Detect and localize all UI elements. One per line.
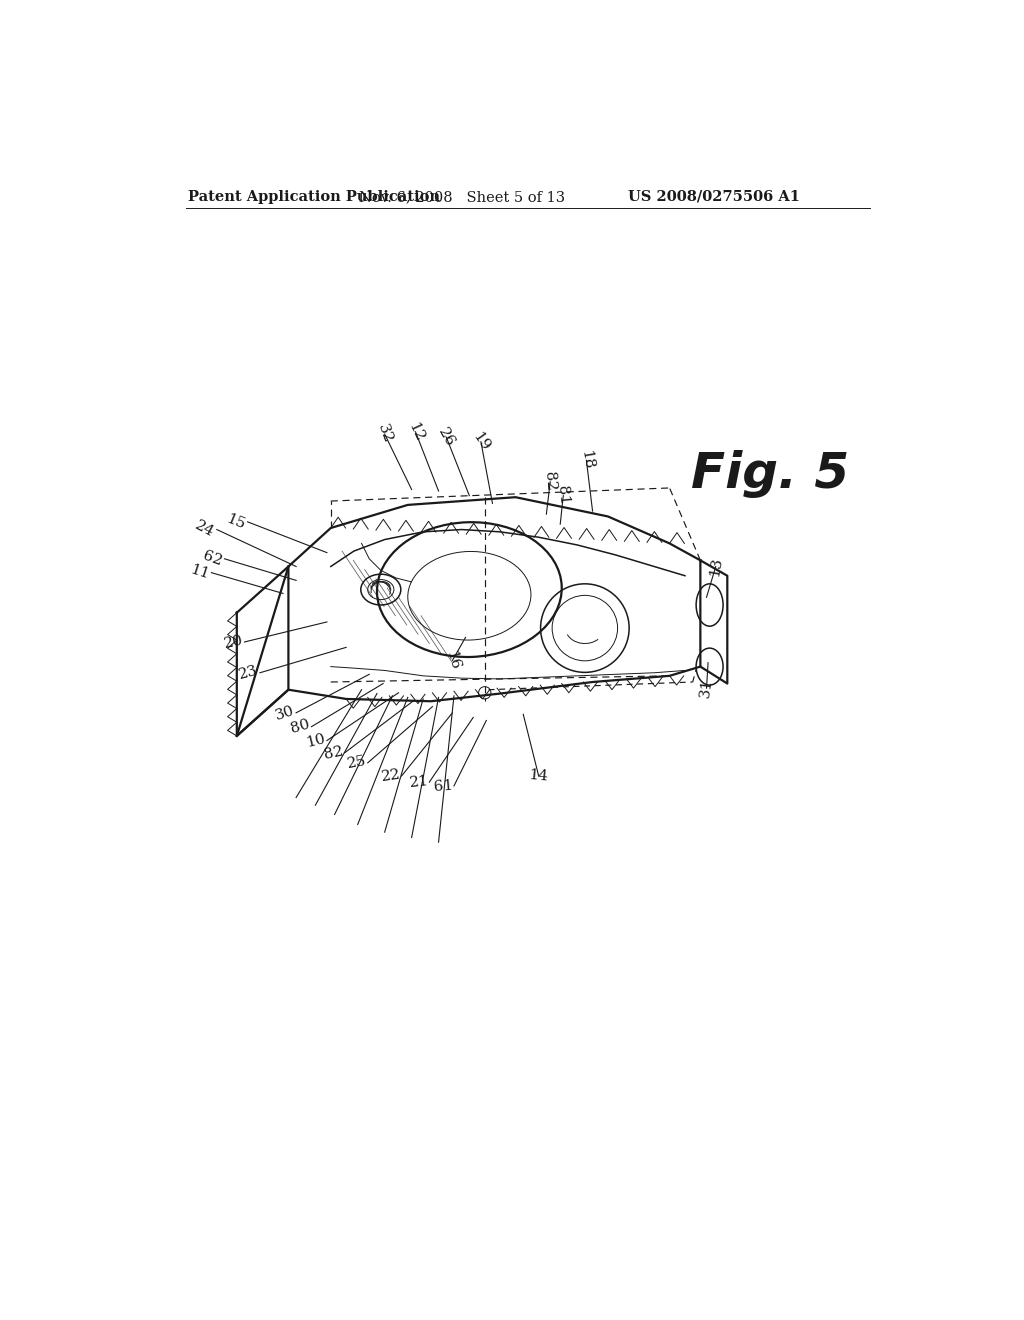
Text: 12: 12	[406, 420, 426, 444]
Text: Nov. 6, 2008   Sheet 5 of 13: Nov. 6, 2008 Sheet 5 of 13	[358, 190, 564, 203]
Text: 26: 26	[435, 425, 457, 449]
Text: US 2008/0275506 A1: US 2008/0275506 A1	[629, 190, 801, 203]
Text: 13: 13	[708, 556, 724, 577]
Text: 15: 15	[224, 512, 248, 532]
Text: 19: 19	[470, 430, 493, 454]
Text: 24: 24	[193, 519, 217, 540]
Text: 14: 14	[528, 768, 549, 784]
Text: 18: 18	[578, 450, 595, 471]
Text: 61: 61	[433, 779, 454, 793]
Text: 80: 80	[289, 717, 311, 737]
Text: Patent Application Publication: Patent Application Publication	[188, 190, 440, 203]
Text: 20: 20	[222, 634, 245, 651]
Text: 10: 10	[304, 731, 327, 750]
Text: 82: 82	[323, 744, 345, 762]
Text: 82: 82	[543, 471, 558, 492]
Text: Fig. 5: Fig. 5	[690, 450, 849, 498]
Text: 23: 23	[238, 664, 260, 682]
Text: 16: 16	[443, 649, 462, 672]
Text: 62: 62	[202, 549, 224, 569]
Text: 21: 21	[409, 774, 429, 791]
Text: 25: 25	[346, 754, 368, 771]
Text: 31: 31	[698, 677, 715, 698]
Text: 22: 22	[380, 768, 401, 784]
Text: 81: 81	[555, 486, 571, 506]
Text: 32: 32	[375, 422, 394, 446]
Text: 30: 30	[273, 704, 296, 722]
Text: 11: 11	[188, 564, 211, 582]
